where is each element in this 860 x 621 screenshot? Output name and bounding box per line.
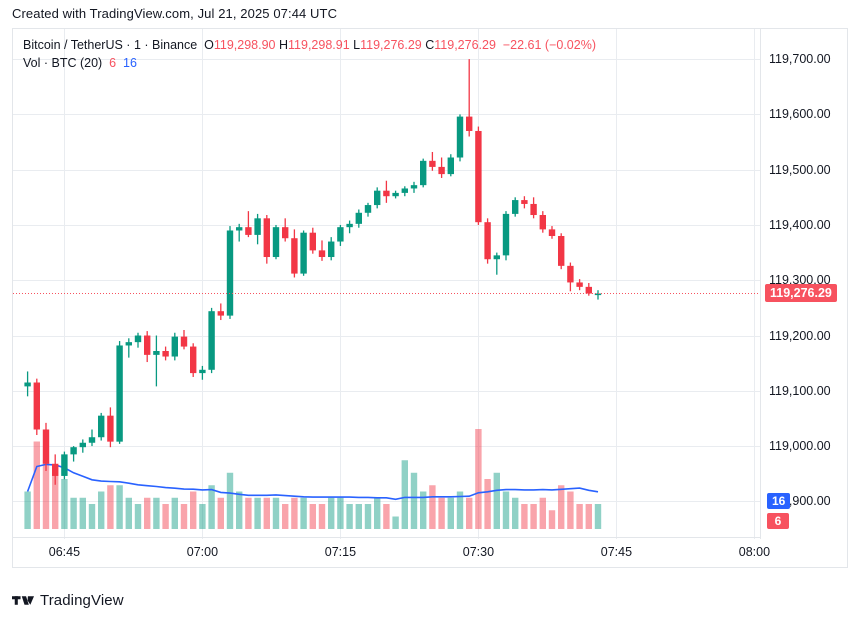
chart-pane[interactable] bbox=[13, 29, 761, 539]
price-tick-label: 119,600.00 bbox=[769, 107, 831, 122]
tradingview-wordmark: TradingView bbox=[40, 592, 124, 609]
time-tick-label: 07:45 bbox=[600, 545, 633, 559]
price-tick-label: 119,000.00 bbox=[769, 439, 831, 454]
time-tick-label: 07:15 bbox=[324, 545, 357, 559]
indicator-value-badge: 6 bbox=[767, 513, 789, 530]
chart-frame: Bitcoin / TetherUS · 1 · Binance O119,29… bbox=[12, 28, 848, 568]
price-tick-label: 119,100.00 bbox=[769, 383, 831, 398]
current-price-badge: 119,276.29 bbox=[765, 284, 837, 303]
price-tick-label: 119,300.00 bbox=[769, 273, 831, 288]
time-scale[interactable]: 06:45 07:00 07:15 07:30 07:45 08:00 bbox=[13, 537, 770, 567]
time-tick-label: 06:45 bbox=[48, 545, 81, 559]
indicator-value-badge: 16 bbox=[767, 493, 791, 510]
time-tick-label: 07:00 bbox=[186, 545, 219, 559]
time-tick-label: 07:30 bbox=[462, 545, 495, 559]
price-scale[interactable]: 119,700.00 119,600.00 119,500.00 119,400.00… bbox=[760, 29, 847, 539]
tradingview-footer: TradingView bbox=[12, 592, 124, 609]
price-tick-label: 119,400.00 bbox=[769, 218, 831, 232]
tradingview-logo-icon bbox=[12, 596, 34, 605]
attribution-text: Created with TradingView.com, Jul 21, 20… bbox=[12, 6, 338, 21]
chart-series bbox=[13, 59, 761, 529]
price-tick-label: 119,700.00 bbox=[769, 52, 831, 67]
price-tick-label: 119,200.00 bbox=[769, 328, 831, 343]
price-tick-label: 119,500.00 bbox=[769, 162, 831, 177]
time-tick-label: 08:00 bbox=[738, 545, 771, 559]
